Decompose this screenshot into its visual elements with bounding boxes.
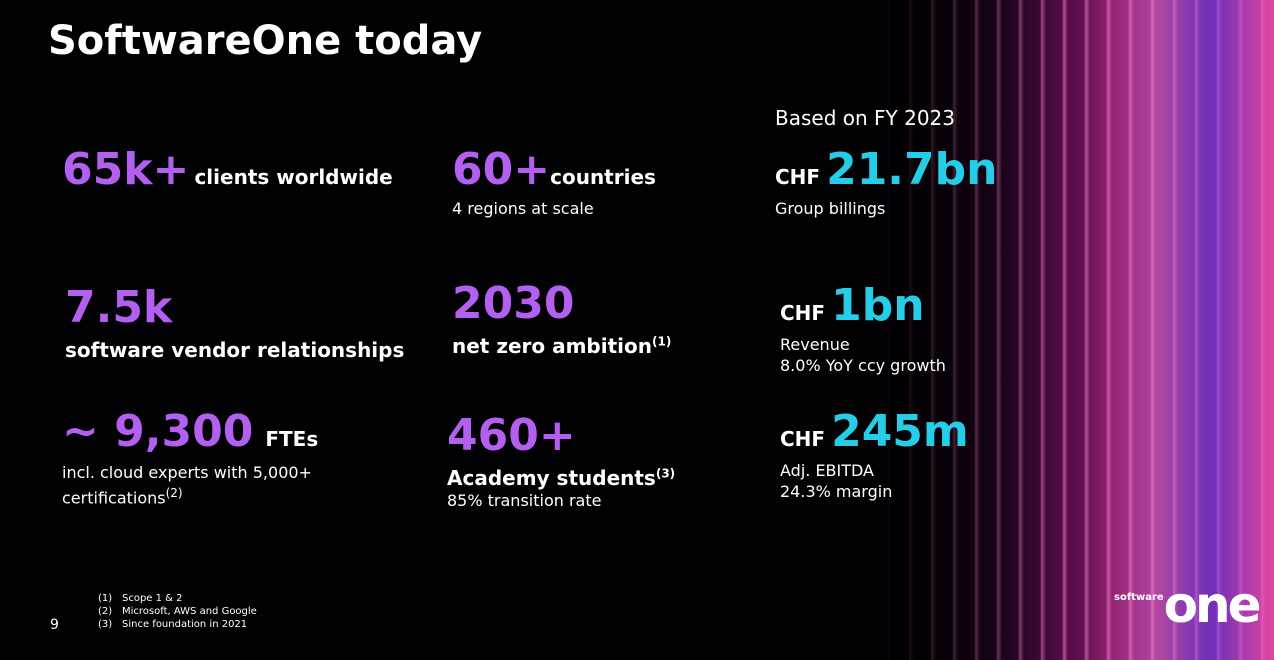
logo: softwareone (1114, 580, 1262, 630)
stat-detail: 24.3% margin (780, 482, 893, 501)
stat-label: software vendor relationships (65, 338, 405, 362)
footnote-text: Scope 1 & 2 (122, 593, 183, 604)
stat: 7.5k software vendor relationships (65, 282, 405, 363)
stat: CHF 1bn Revenue 8.0% YoY ccy growth (780, 284, 946, 376)
stat-label: clients worldwide (194, 165, 393, 189)
stat-prefix: CHF (775, 165, 821, 189)
stat: 60+countries 4 regions at scale (452, 148, 656, 219)
page-number: 9 (50, 617, 59, 633)
footnote-text: Since foundation in 2021 (122, 619, 248, 630)
footnote-ref: (2) (165, 486, 183, 500)
stat-value: ~ 9,300 (62, 406, 254, 457)
stat-value: 460+ (447, 410, 576, 461)
footnote-ref: (1) (652, 334, 672, 349)
basis-note: Based on FY 2023 (775, 106, 955, 130)
footnote: (3) Since foundation in 2021 (98, 618, 247, 631)
footnote-marker: (1) (98, 593, 113, 604)
stat-value: 2030 (452, 278, 575, 329)
stat-value: 1bn (831, 280, 925, 331)
stat-label: net zero ambition (452, 334, 652, 358)
stat-value: 21.7bn (826, 144, 998, 195)
footnote: (2) Microsoft, AWS and Google (98, 605, 257, 618)
footnote-text: Microsoft, AWS and Google (122, 606, 257, 617)
stat-detail: Group billings (775, 199, 886, 218)
stat-label: FTEs (265, 427, 319, 451)
stat-value: 7.5k (65, 282, 173, 333)
stat: 65k+ clients worldwide (62, 148, 393, 192)
stat: CHF 21.7bn Group billings (775, 148, 997, 219)
stat-detail: 85% transition rate (447, 491, 602, 510)
stat-detail: Adj. EBITDA (780, 461, 874, 480)
stat: 2030 net zero ambition(1) (452, 278, 672, 359)
logo-large: one (1163, 576, 1262, 634)
background-glow (1080, 0, 1274, 660)
stat-detail: 8.0% YoY ccy growth (780, 356, 946, 375)
stat-detail: 4 regions at scale (452, 199, 594, 218)
stat-value: 245m (831, 406, 969, 457)
stat: CHF 245m Adj. EBITDA 24.3% margin (780, 410, 969, 502)
footnote: (1) Scope 1 & 2 (98, 592, 183, 605)
footnote-ref: (3) (655, 466, 676, 481)
stat-value: 60+ (452, 144, 551, 195)
stat-label: Academy students (447, 466, 656, 490)
slide-title: SoftwareOne today (48, 18, 483, 64)
stat: 460+ Academy students(3) 85% transition … (447, 414, 675, 511)
stat-detail: certifications (62, 488, 166, 508)
stat-prefix: CHF (780, 427, 826, 451)
stat-prefix: CHF (780, 301, 826, 325)
footnote-marker: (2) (98, 606, 113, 617)
stat-detail: incl. cloud experts with 5,000+ (62, 463, 312, 482)
logo-small: software (1114, 592, 1164, 603)
footnote-marker: (3) (98, 619, 113, 630)
stat-detail: Revenue (780, 335, 850, 354)
stat: ~ 9,300 FTEs incl. cloud experts with 5,0… (62, 410, 318, 508)
stat-label: countries (550, 165, 656, 189)
stat-value: 65k+ (62, 144, 190, 195)
